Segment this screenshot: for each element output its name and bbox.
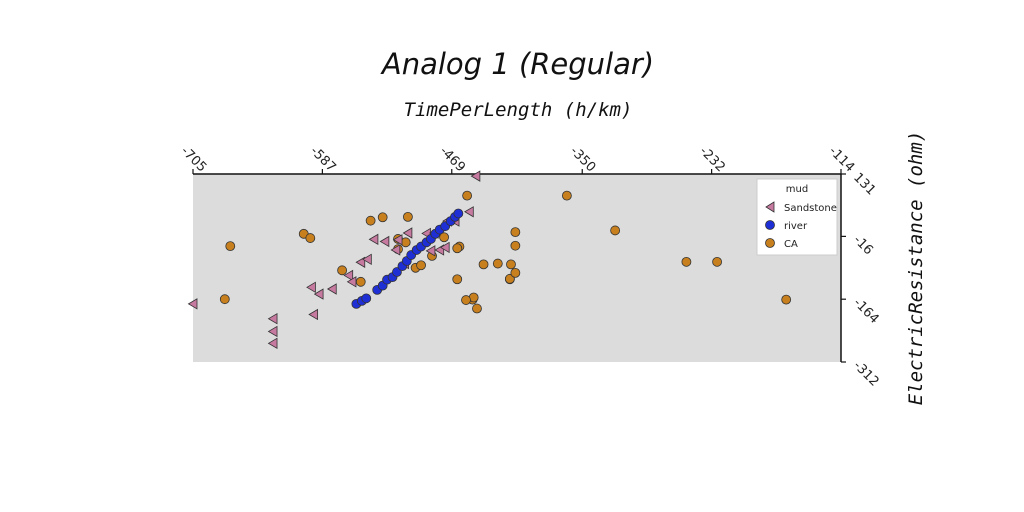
point-sandstone <box>464 206 474 218</box>
point-sandstone <box>390 244 401 256</box>
point-ca <box>462 190 473 201</box>
point-sandstone <box>267 325 278 338</box>
point-ca <box>452 274 463 285</box>
point-ca <box>561 190 572 201</box>
point-sandstone <box>308 308 319 321</box>
point-river <box>453 208 464 219</box>
point-sandstone <box>267 337 278 350</box>
x-axis-label: TimePerLength (h/km) <box>404 99 633 121</box>
chart-title: Analog 1 (Regular) <box>380 47 654 81</box>
legend-label-sandstone: Sandstone <box>784 203 837 214</box>
point-ca <box>337 265 348 276</box>
point-ca <box>681 256 692 267</box>
point-ca <box>365 215 376 226</box>
point-sandstone <box>392 234 403 246</box>
point-ca <box>478 259 489 270</box>
point-sandstone <box>439 241 450 254</box>
point-ca <box>510 240 521 251</box>
point-sandstone <box>267 313 278 325</box>
legend-marker-sandstone <box>765 201 775 213</box>
point-sandstone <box>402 227 413 239</box>
y-tick-label: -164 <box>850 295 881 326</box>
point-sandstone <box>326 283 337 295</box>
point-ca <box>506 259 516 270</box>
plot-area <box>193 174 841 362</box>
point-ca <box>504 273 515 284</box>
point-ca <box>510 227 521 238</box>
point-ca <box>403 211 413 222</box>
point-sandstone <box>368 233 379 246</box>
point-ca <box>355 276 366 287</box>
point-ca <box>377 212 388 223</box>
point-ca <box>781 294 792 305</box>
y-tick-label: 131 <box>850 170 878 198</box>
point-ca <box>492 258 503 269</box>
point-ca <box>225 241 236 252</box>
point-sandstone <box>470 170 481 182</box>
point-river <box>392 267 402 277</box>
point-sandstone <box>343 269 354 282</box>
point-sandstone <box>346 276 357 288</box>
point-ca <box>305 233 316 243</box>
legend-marker-ca <box>765 238 775 248</box>
point-ca <box>610 225 621 236</box>
point-ca <box>219 294 230 305</box>
point-ca <box>510 267 521 278</box>
point-ca <box>439 232 449 243</box>
point-sandstone <box>362 253 372 265</box>
y-tick-label: -16 <box>850 233 876 259</box>
point-ca <box>400 237 411 248</box>
point-sandstone <box>425 245 436 257</box>
point-ca <box>472 303 482 314</box>
point-ca <box>461 295 471 305</box>
point-sandstone <box>306 281 316 294</box>
point-river <box>361 293 372 304</box>
legend-label-ca: CA <box>784 239 798 250</box>
legend-title: mud <box>786 184 808 195</box>
legend: mud Sandstone river CA <box>756 178 838 256</box>
y-tick-label: -312 <box>850 358 881 389</box>
point-sandstone <box>379 235 390 248</box>
point-sandstone <box>187 298 198 310</box>
legend-marker-river <box>765 220 775 230</box>
legend-label-river: river <box>784 221 808 232</box>
point-ca <box>712 256 723 267</box>
point-ca <box>452 243 463 254</box>
point-ca <box>416 260 426 271</box>
y-axis-label: ElectricResistance (ohm) <box>905 131 927 406</box>
point-sandstone <box>355 256 366 268</box>
point-sandstone <box>313 288 324 300</box>
